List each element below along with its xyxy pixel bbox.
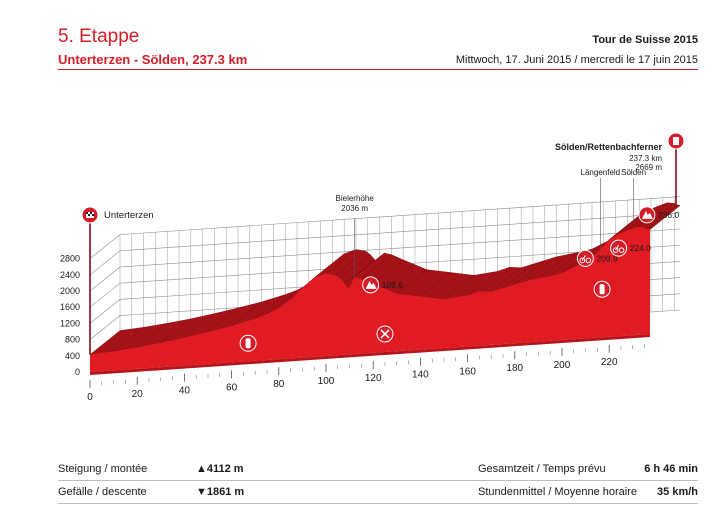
- cyclist-icon: [576, 249, 594, 267]
- finish-icon: [667, 132, 685, 150]
- axis-ticks: 0 400 800 1200 1600 2000 2400 2800 0 20 40 60 80 100 1…: [60, 254, 645, 403]
- stats-row-2: Gefälle / descente ▼1861 m Stundenmittel…: [58, 481, 698, 504]
- marker-label: 236.0: [658, 210, 680, 220]
- profile-markers: 209.9 224.0 236.0 Unterterzen Bielerhöhe2036…: [81, 132, 685, 355]
- stats-row-1: Steigung / montée ▲4112 m Gesamtzeit / T…: [58, 458, 698, 481]
- mountain-shape: [365, 280, 377, 289]
- cyclist-icon-bg: [610, 239, 628, 257]
- bottle-icon: [593, 280, 611, 298]
- profile-front-face: [90, 226, 650, 372]
- place-label: Längenfeld: [581, 168, 621, 177]
- stage-route: Unterterzen - Sölden, 237.3 km: [58, 52, 248, 67]
- gridline-y: [119, 212, 681, 252]
- y-tick-label: 2800: [60, 254, 80, 264]
- finish-shape: [673, 137, 679, 145]
- race-name: Tour de Suisse 2015: [592, 34, 698, 46]
- gridline-depth: [89, 250, 121, 276]
- gridline-y: [119, 196, 681, 235]
- speed-label: Stundenmittel / Moyenne horaire: [478, 486, 637, 498]
- elevation-profile-chart: 0 400 800 1200 1600 2000 2400 2800 0 20 40 60 80 100 1…: [60, 132, 685, 403]
- bottle-icon: [239, 334, 257, 352]
- mountain-icon: [638, 206, 656, 224]
- frame-shape: [581, 255, 586, 261]
- mountain-icon: [362, 276, 380, 294]
- cyclist-icon-bg: [576, 249, 594, 267]
- y-tick-label: 400: [65, 351, 80, 361]
- place-label: Sölden: [621, 168, 646, 177]
- wheel-shape: [618, 247, 625, 253]
- wheel-shape: [585, 257, 592, 264]
- x-tick-label: 60: [226, 382, 238, 393]
- x-tick-label: 120: [365, 373, 382, 384]
- stage-title: 5. Etappe: [58, 26, 140, 47]
- x-tick-label: 140: [412, 370, 429, 381]
- place-dist: 237.3 km: [629, 154, 662, 163]
- gridline-y: [119, 228, 681, 268]
- climb-label: Steigung / montée: [58, 463, 148, 475]
- stage-stats: Steigung / montée ▲4112 m Gesamtzeit / T…: [58, 458, 698, 504]
- descent-label: Gefälle / descente: [58, 486, 147, 498]
- gridline-depth: [89, 282, 121, 308]
- mountain-shape: [641, 210, 653, 219]
- wheel-shape: [579, 257, 586, 264]
- x-tick-label: 200: [554, 360, 571, 371]
- place-alt: 2669 m: [635, 163, 662, 172]
- marker-label: 224.0: [630, 243, 652, 253]
- x-tick-label: 180: [506, 363, 523, 374]
- x-tick-label: 100: [318, 376, 335, 387]
- y-tick-label: 1200: [60, 318, 80, 328]
- x-tick-label: 80: [273, 379, 285, 390]
- y-tick-label: 2400: [60, 270, 80, 280]
- marker-label: 209.9: [596, 253, 618, 263]
- place-label: Bielerhöhe: [336, 194, 375, 203]
- climb-value: ▲4112 m: [196, 463, 244, 475]
- gridline-depth: [89, 266, 121, 292]
- time-value: 6 h 46 min: [644, 463, 698, 475]
- x-tick-label: 0: [87, 392, 93, 403]
- x-tick-label: 220: [601, 357, 618, 368]
- place-label: Unterterzen: [104, 210, 154, 221]
- profile-base: [90, 334, 650, 375]
- place-label: Sölden/Rettenbachferner: [555, 142, 663, 152]
- flag-check: [88, 214, 90, 216]
- x-tick-label: 20: [132, 389, 144, 400]
- y-tick-label: 1600: [60, 302, 80, 312]
- flag-check: [90, 212, 92, 214]
- frame-shape: [615, 244, 620, 251]
- gridline-depth: [89, 234, 121, 259]
- x-tick-label: 40: [179, 386, 191, 397]
- fork-knife-icon: [376, 325, 394, 343]
- header-rule: [58, 69, 698, 70]
- bottle-shape: [245, 338, 251, 349]
- fork-shape: [380, 329, 390, 339]
- place-alt: 2036 m: [341, 204, 368, 213]
- gridline-depth: [89, 315, 121, 340]
- time-label: Gesamtzeit / Temps prévu: [478, 463, 606, 475]
- descent-value: ▼1861 m: [196, 486, 245, 498]
- race-date: Mittwoch, 17. Juni 2015 / mercredi le 17…: [455, 54, 698, 66]
- climb-km-label: 109.6: [382, 280, 404, 290]
- y-tick-label: 0: [75, 367, 80, 377]
- cyclist-icon: [610, 239, 628, 257]
- bottle-shape: [599, 284, 605, 295]
- flag-icon: [81, 206, 99, 224]
- flag-check: [86, 212, 88, 214]
- x-tick-label: 160: [459, 366, 476, 377]
- speed-value: 35 km/h: [657, 486, 698, 498]
- gridline-depth: [89, 299, 121, 324]
- y-tick-label: 2000: [60, 286, 80, 296]
- flag-check: [92, 214, 94, 216]
- y-tick-label: 800: [65, 335, 80, 345]
- wheel-shape: [612, 247, 619, 253]
